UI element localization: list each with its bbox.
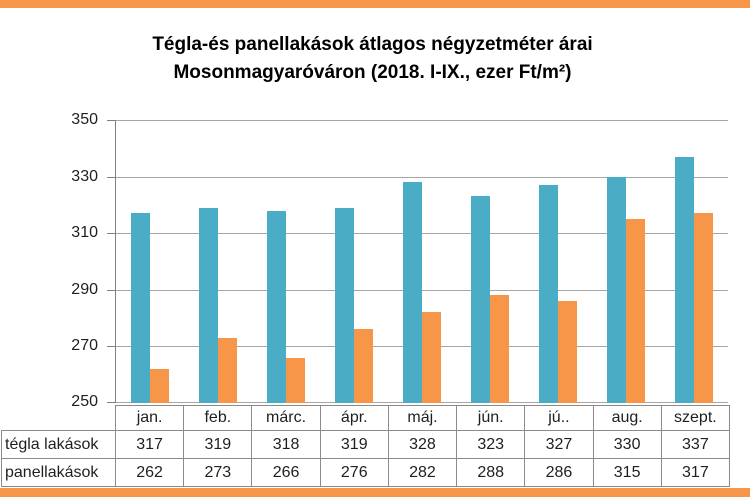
bar-s2-mj <box>422 312 441 403</box>
gridline-290 <box>116 290 728 291</box>
bar-group-6 <box>456 120 524 403</box>
bar-group-1 <box>116 120 184 403</box>
y-tick-label-290: 290 <box>71 281 98 298</box>
table-col-header-3: márc. <box>251 405 321 431</box>
table-corner-cell <box>1 405 116 431</box>
table-col-header-9: szept. <box>660 405 731 431</box>
y-tick-mark-310 <box>107 233 115 234</box>
gridline-330 <box>116 177 728 178</box>
table-col-header-2: feb. <box>183 405 253 431</box>
table-row-1: tégla lakások 317 319 318 319 328 323 327 330 337 <box>1 430 731 459</box>
y-tick-mark-330 <box>107 177 115 178</box>
table-col-header-5: máj. <box>387 405 458 431</box>
bar-s2-szept <box>694 213 713 403</box>
bar-group-2 <box>184 120 252 403</box>
table-cell-r1-c9: 337 <box>660 430 731 459</box>
y-tick-label-330: 330 <box>71 168 98 185</box>
bar-s2-jn <box>490 295 509 403</box>
table-col-header-6: jún. <box>456 405 526 431</box>
table-cell-r2-c1: 262 <box>114 458 185 487</box>
table-cell-r2-c4: 276 <box>319 458 389 487</box>
table-col-header-1: jan. <box>114 405 185 431</box>
table-cell-r2-c9: 317 <box>660 458 731 487</box>
bar-group-8 <box>592 120 660 403</box>
table-cell-r1-c3: 318 <box>251 430 321 459</box>
bar-s1-feb <box>199 208 218 403</box>
chart-title-line2: Mosonmagyaróváron (2018. I-IX., ezer Ft/… <box>173 62 572 83</box>
bar-s2-j <box>558 301 577 403</box>
table-col-header-8: aug. <box>592 405 662 431</box>
y-tick-label-270: 270 <box>71 337 98 354</box>
gridline-310 <box>116 233 728 234</box>
bar-s1-jan <box>131 213 150 403</box>
plot-area <box>115 120 728 403</box>
table-header-row: jan. feb. márc. ápr. máj. jún. jú.. aug. szept. <box>1 405 731 431</box>
bar-s2-feb <box>218 338 237 403</box>
bar-s1-pr <box>335 208 354 403</box>
y-tick-mark-290 <box>107 290 115 291</box>
table-row-2: panellakások 262 273 266 276 282 288 286 315 317 <box>1 458 731 487</box>
table-cell-r2-c3: 266 <box>251 458 321 487</box>
bar-s2-mrc <box>286 358 305 403</box>
bar-group-3 <box>252 120 320 403</box>
top-accent-bar <box>0 0 750 8</box>
chart-title-line1: Tégla-és panellakások átlagos négyzetmét… <box>152 34 593 55</box>
table-cell-r1-c7: 327 <box>524 430 594 459</box>
table-cell-r1-c5: 328 <box>387 430 458 459</box>
table-cell-r2-c6: 288 <box>456 458 526 487</box>
table-cell-r2-c2: 273 <box>183 458 253 487</box>
data-table: jan. feb. márc. ápr. máj. jún. jú.. aug. szept. t… <box>1 405 731 487</box>
bar-s2-aug <box>626 219 645 403</box>
bar-s1-j <box>539 185 558 403</box>
y-tick-label-350: 350 <box>71 111 98 128</box>
table-cell-r2-c8: 315 <box>592 458 662 487</box>
table-cell-r2-c5: 282 <box>387 458 458 487</box>
table-row-label-2: panellakások <box>1 458 116 487</box>
bar-group-4 <box>320 120 388 403</box>
table-col-header-4: ápr. <box>319 405 389 431</box>
y-tick-mark-350 <box>107 120 115 121</box>
table-row-label-1: tégla lakások <box>1 430 116 459</box>
table-cell-r1-c6: 323 <box>456 430 526 459</box>
table-cell-r1-c4: 319 <box>319 430 389 459</box>
y-tick-label-310: 310 <box>71 224 98 241</box>
table-col-header-7: jú.. <box>524 405 594 431</box>
bar-group-9 <box>660 120 728 403</box>
y-tick-mark-250 <box>107 402 115 403</box>
bar-s1-aug <box>607 177 626 403</box>
bar-s2-pr <box>354 329 373 403</box>
bar-s1-jn <box>471 196 490 403</box>
bar-s1-mrc <box>267 211 286 403</box>
bar-group-7 <box>524 120 592 403</box>
bottom-accent-bar <box>0 488 750 497</box>
table-cell-r1-c8: 330 <box>592 430 662 459</box>
bar-s1-mj <box>403 182 422 403</box>
bar-group-5 <box>388 120 456 403</box>
table-cell-r1-c2: 319 <box>183 430 253 459</box>
bar-s1-szept <box>675 157 694 403</box>
y-tick-mark-270 <box>107 346 115 347</box>
chart-title: Tégla-és panellakások átlagos négyzetmét… <box>60 31 685 87</box>
table-cell-r1-c1: 317 <box>114 430 185 459</box>
gridline-350 <box>116 120 728 121</box>
table-cell-r2-c7: 286 <box>524 458 594 487</box>
bar-series-container <box>116 120 728 403</box>
bar-s2-jan <box>150 369 169 403</box>
